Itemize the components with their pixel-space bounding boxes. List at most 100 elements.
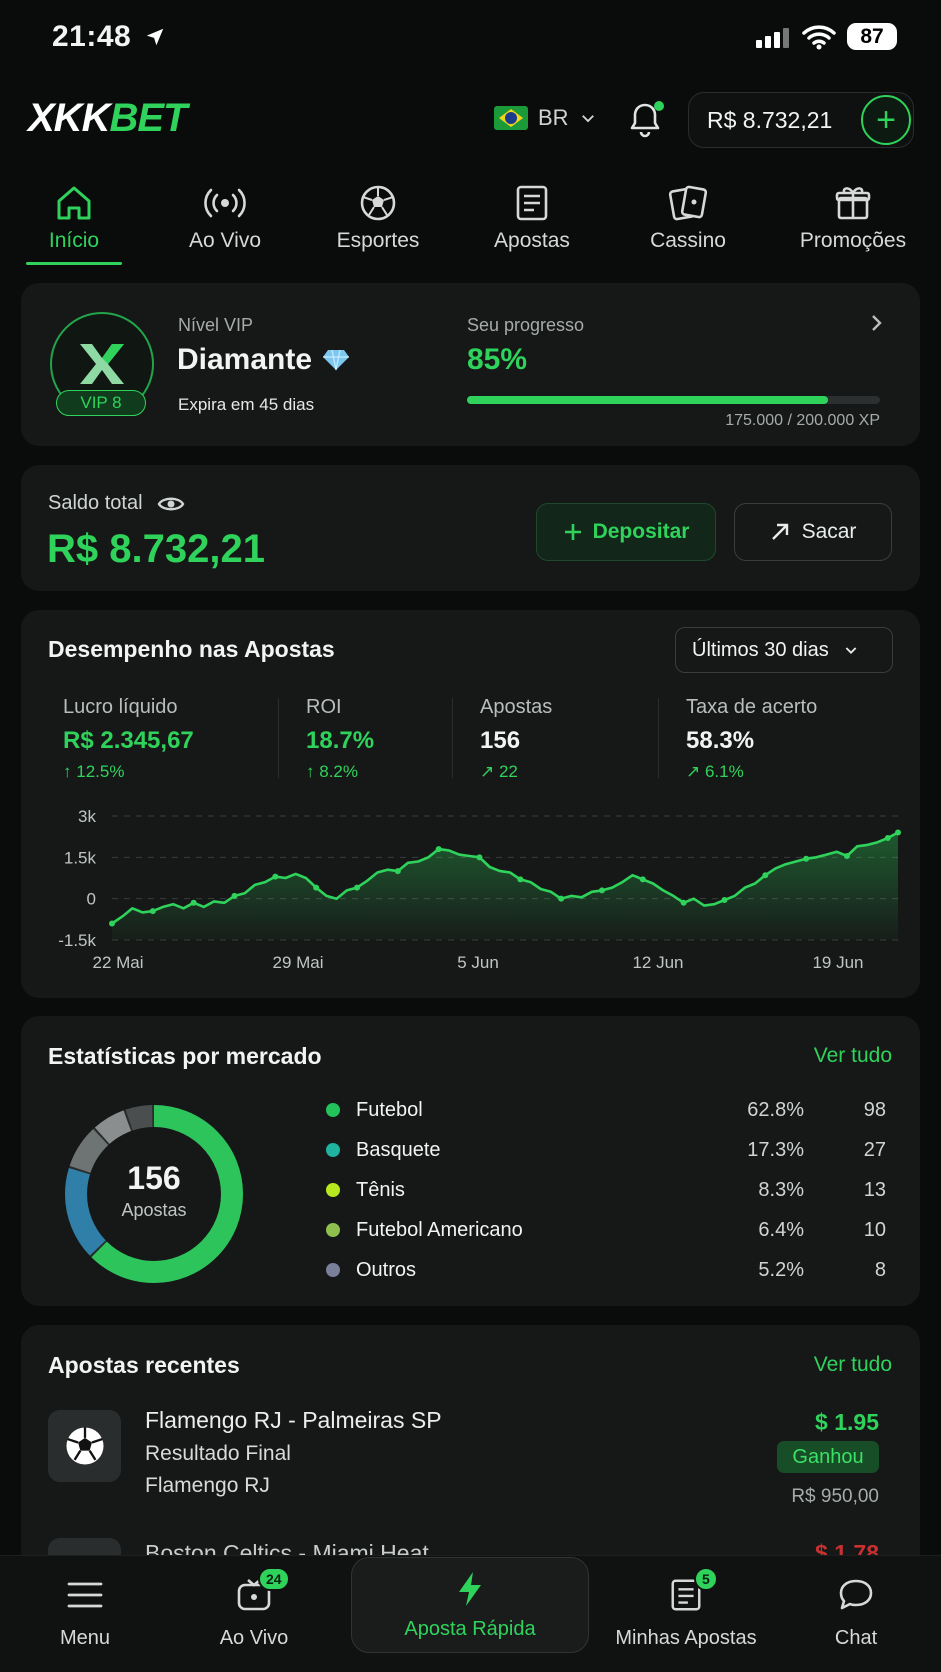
quick-bet-button[interactable]: Aposta Rápida [351, 1557, 589, 1653]
kpi-roi: ROI 18.7% ↑ 8.2% [306, 696, 375, 781]
x-tick-label: 19 Jun [812, 953, 863, 972]
x-logo-icon [80, 344, 124, 384]
bet-market: Resultado Final [145, 1442, 291, 1465]
chart-point [109, 920, 115, 927]
x-tick-label: 29 Mai [272, 953, 323, 972]
market-row: Tênis 8.3% 13 [326, 1170, 886, 1210]
vip-card[interactable] [21, 283, 920, 446]
diamond-icon [323, 349, 350, 371]
kpi-divider [278, 698, 279, 778]
header-balance[interactable]: R$ 8.732,21 + [688, 92, 914, 148]
tv-live-icon [237, 1579, 271, 1611]
tab-esportes[interactable]: Esportes [330, 182, 426, 253]
legend-dot [326, 1223, 340, 1237]
chart-point [762, 872, 769, 879]
lightning-icon [459, 1572, 481, 1606]
chart-area-fill [112, 832, 898, 940]
vip-level-label: Nível VIP [178, 315, 254, 335]
wifi-icon [802, 25, 836, 50]
market-count: 98 [863, 1098, 886, 1121]
x-tick-label: 22 Mai [92, 953, 143, 972]
tab-cassino[interactable]: Cassino [640, 182, 736, 253]
bet-odds: $ 1.95 [815, 1409, 879, 1435]
market-row: Outros 5.2% 8 [326, 1250, 886, 1290]
language-selector[interactable]: BR [494, 105, 597, 131]
chevron-down-icon [845, 647, 857, 654]
notifications-button[interactable] [626, 100, 664, 145]
tab-apostas[interactable]: Apostas [486, 182, 578, 253]
donut-slice [65, 1105, 243, 1283]
y-tick-label: 1.5k [64, 848, 97, 867]
app-logo[interactable]: XKKBET [28, 96, 187, 140]
market-name: Outros [356, 1258, 417, 1281]
gift-icon [835, 187, 871, 220]
my-bets-count-badge: 5 [694, 1567, 718, 1591]
bet-stake: R$ 950,00 [791, 1486, 879, 1507]
kpi-net-profit: Lucro líquido R$ 2.345,67 ↑ 12.5% [63, 696, 194, 781]
market-name: Futebol [356, 1098, 423, 1121]
menu-icon [67, 1582, 103, 1608]
market-name: Tênis [356, 1178, 405, 1201]
vip-progress-bar [467, 396, 880, 404]
market-name: Basquete [356, 1138, 441, 1161]
cards-icon [668, 185, 708, 221]
chart-point [721, 897, 728, 904]
market-percent: 62.8% [747, 1098, 804, 1121]
market-row: Futebol 62.8% 98 [326, 1090, 886, 1130]
bottom-nav-chat[interactable]: Chat [820, 1573, 892, 1650]
xp-counter: 175.000 / 200.000 XP [725, 412, 880, 429]
kpi-hit-rate: Taxa de acerto 58.3% ↗ 6.1% [686, 696, 818, 781]
eye-icon[interactable] [157, 494, 185, 514]
chart-point [149, 908, 156, 915]
tab-inicio[interactable]: Início [28, 182, 120, 253]
donut-slice [65, 1105, 243, 1283]
chart-point [231, 892, 238, 899]
chat-bubble-icon [839, 1579, 873, 1610]
live-count-badge: 24 [258, 1567, 290, 1591]
kpi-divider [658, 698, 659, 778]
bell-icon [630, 101, 664, 138]
kpi-bets: Apostas 156 ↗ 22 [480, 696, 553, 781]
bet-list-item[interactable]: Flamengo RJ - Palmeiras SP Resultado Fin… [145, 1407, 442, 1498]
chevron-right-icon[interactable] [868, 313, 886, 333]
chart-point [353, 884, 360, 891]
chart-point [435, 846, 442, 853]
chart-point [517, 876, 524, 883]
chart-point [884, 835, 891, 842]
status-time: 21:48 [52, 20, 166, 54]
chart-point [680, 899, 687, 906]
brazil-flag-icon [494, 106, 528, 130]
market-row: Futebol Americano 6.4% 10 [326, 1210, 886, 1250]
chart-point [803, 855, 810, 862]
recent-bets-card [21, 1325, 920, 1585]
deposit-button[interactable]: Depositar [536, 503, 716, 561]
y-tick-label: -1.5k [58, 931, 96, 950]
add-funds-button[interactable]: + [861, 95, 911, 145]
balance-amount: R$ 8.732,21 [47, 527, 265, 571]
chart-point [190, 899, 197, 906]
donut-total: 156 [127, 1160, 181, 1196]
market-percent: 6.4% [758, 1218, 804, 1241]
bottom-nav-my-bets[interactable]: 5 Minhas Apostas [606, 1567, 766, 1650]
recent-bets-title: Apostas recentes [48, 1352, 240, 1378]
bet-slip-icon [516, 185, 548, 221]
market-name: Futebol Americano [356, 1218, 523, 1241]
ball-box-2 [48, 1538, 121, 1558]
arrow-up-right-icon [771, 523, 788, 540]
market-percent: 5.2% [758, 1258, 804, 1281]
withdraw-button[interactable]: Sacar [734, 503, 892, 561]
recent-see-all-link[interactable]: Ver tudo [813, 1353, 892, 1376]
bottom-nav-live[interactable]: 24 Ao Vivo [208, 1567, 300, 1650]
market-percent: 17.3% [747, 1138, 804, 1161]
tab-promocoes[interactable]: Promoções [794, 182, 912, 253]
legend-dot [326, 1263, 340, 1277]
market-see-all-link[interactable]: Ver tudo [813, 1044, 892, 1067]
market-row: Basquete 17.3% 27 [326, 1130, 886, 1170]
legend-dot [326, 1103, 340, 1117]
header-balance-value: R$ 8.732,21 [707, 106, 833, 133]
period-select[interactable]: Últimos 30 dias [675, 627, 893, 673]
market-stats-title: Estatísticas por mercado [48, 1043, 322, 1069]
tab-ao-vivo[interactable]: Ao Vivo [180, 182, 270, 253]
bet-pick: Flamengo RJ [145, 1474, 270, 1497]
bottom-nav-menu[interactable]: Menu [40, 1573, 130, 1650]
